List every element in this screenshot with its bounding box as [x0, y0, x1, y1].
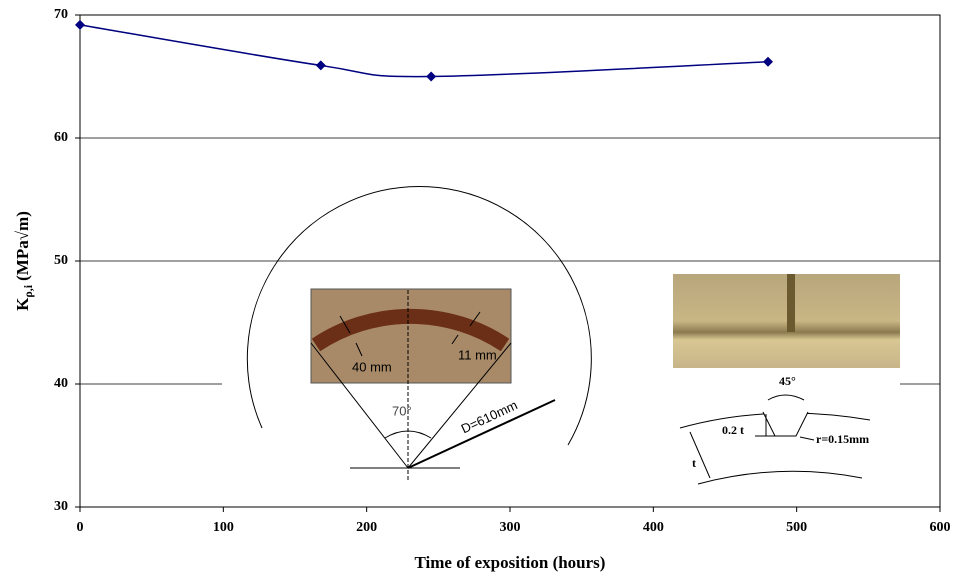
- marker: [316, 60, 326, 70]
- marker: [763, 57, 773, 67]
- marker: [75, 20, 85, 30]
- y-label-unit: (MPa√m): [13, 211, 32, 281]
- y-tick-label: 50: [54, 253, 68, 268]
- y-tick-label: 70: [54, 7, 68, 22]
- x-tick-label: 400: [643, 520, 664, 535]
- y-tick-label: 60: [54, 130, 68, 145]
- y-tick-label: 30: [54, 499, 68, 514]
- x-axis-label: Time of exposition (hours): [415, 553, 606, 572]
- y-label-main: K: [13, 297, 32, 311]
- annotation: 0.2 t: [722, 423, 744, 437]
- x-tick-label: 200: [356, 520, 377, 535]
- annotation: 45°: [779, 374, 796, 388]
- annotation: r=0.15mm: [816, 432, 869, 446]
- series-line: [80, 25, 768, 77]
- annotation: 40 mm: [352, 359, 392, 374]
- marker: [426, 72, 436, 82]
- inset-right: 45° 0.2 t r=0.15mm t: [673, 274, 900, 490]
- annotation: t: [692, 456, 696, 470]
- chart: 40 mm 11 mm 70° D=610mm 45° 0.2 t r=0.15…: [0, 0, 957, 586]
- annotation: 11 mm: [458, 347, 497, 362]
- x-tick-label: 500: [786, 520, 807, 535]
- x-tick-label: 600: [930, 520, 951, 535]
- y-label-sub: ρ,i: [21, 284, 35, 297]
- x-tick-label: 100: [213, 520, 234, 535]
- annotation: 70°: [392, 403, 412, 418]
- y-tick-label: 40: [54, 376, 68, 391]
- x-tick-label: 0: [77, 520, 84, 535]
- y-axis-label: Kρ,i (MPa√m): [13, 211, 35, 311]
- x-tick-label: 300: [500, 520, 521, 535]
- inset-left: 40 mm 11 mm 70° D=610mm: [222, 187, 682, 485]
